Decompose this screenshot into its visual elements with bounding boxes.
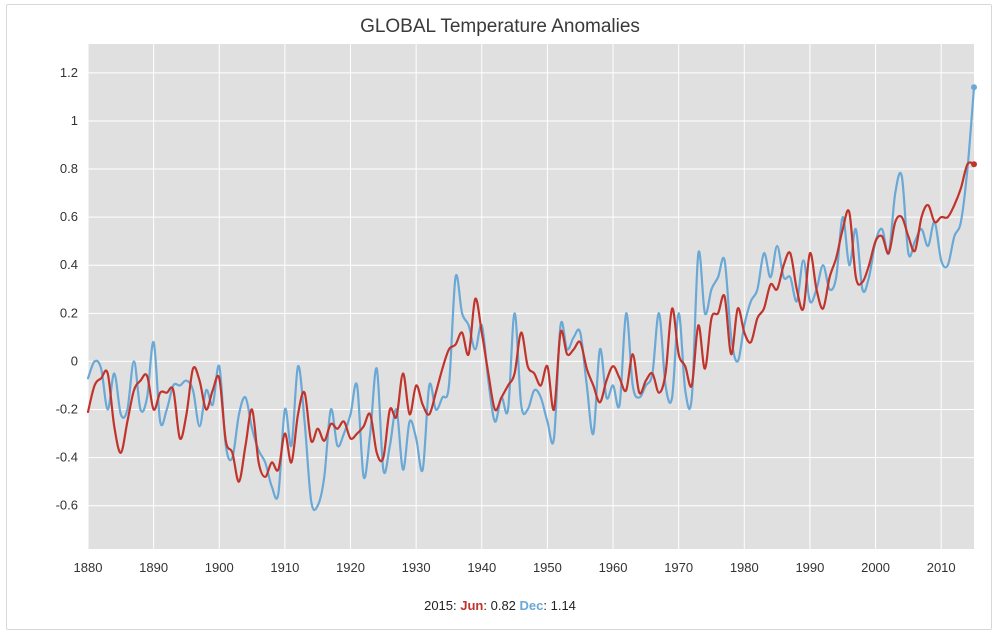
x-tick-label: 1910 [270,560,299,575]
x-tick-label: 1980 [730,560,759,575]
readout-dec-label: Dec [519,598,544,613]
y-tick-label: 1.2 [60,65,78,80]
x-axis-ticks: 1880 1890 1900 1910 1920 1930 1940 1950 1960 1970… [74,560,956,575]
x-tick-label: 1960 [599,560,628,575]
readout-jun-label: Jun [460,598,484,613]
readout-year: 2015: [424,598,461,613]
x-tick-label: 2000 [861,560,890,575]
end-marker-dec [971,84,977,91]
y-tick-label: 0.6 [60,209,78,224]
series-lines[interactable] [86,86,976,512]
y-tick-label: 0.4 [60,257,78,272]
y-tick-label: -0.6 [56,498,78,513]
end-marker-jun [971,161,977,168]
x-tick-label: 1920 [336,560,365,575]
x-tick-label: 1890 [139,560,168,575]
y-tick-label: 0 [71,353,78,368]
y-tick-label: 0.2 [60,305,78,320]
y-tick-label: -0.4 [56,450,78,465]
series-line-jun[interactable] [86,161,976,483]
chart-title: GLOBAL Temperature Anomalies [360,16,640,37]
hover-readout: 2015: Jun: 0.82 Dec: 1.14 [0,598,1000,613]
y-tick-label: 0.8 [60,161,78,176]
series-end-markers [971,84,977,168]
series-line-dec[interactable] [86,86,976,512]
x-tick-label: 1880 [74,560,103,575]
x-tick-label: 2010 [927,560,956,575]
x-tick-label: 1900 [205,560,234,575]
readout-jun-value: : 0.82 [483,598,520,613]
readout-dec-value: : 1.14 [543,598,576,613]
x-tick-label: 1930 [402,560,431,575]
plot-background [88,44,974,549]
x-tick-label: 1940 [467,560,496,575]
grid-lines [87,44,974,549]
y-tick-label: -0.2 [56,402,78,417]
x-tick-label: 1990 [795,560,824,575]
y-tick-label: 1 [71,113,78,128]
x-tick-label: 1970 [664,560,693,575]
y-axis-ticks: -0.6 -0.4 -0.2 0 0.2 0.4 0.6 0.8 1 1.2 [56,65,78,513]
x-tick-label: 1950 [533,560,562,575]
